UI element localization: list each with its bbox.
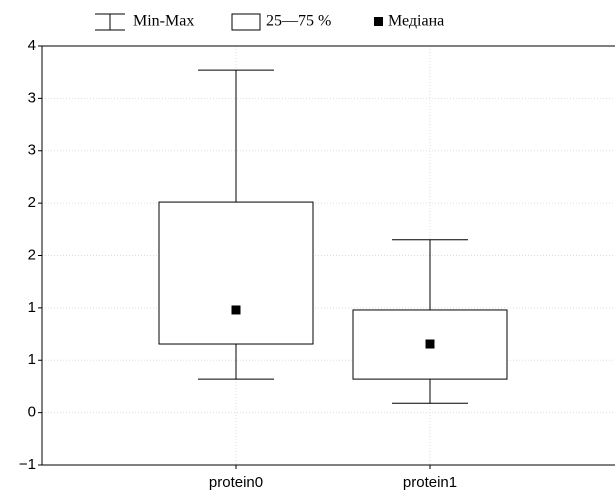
- legend-label: Медіана: [388, 13, 444, 30]
- legend: Min-Max 25—75 % Медіана: [95, 13, 444, 31]
- legend-label: 25—75 %: [266, 13, 331, 30]
- y-tick-label: 2: [28, 194, 36, 211]
- legend-median-icon: [374, 17, 383, 26]
- y-tick-label: 3: [28, 89, 36, 106]
- median: [231, 305, 241, 315]
- y-tick-label: 0: [28, 404, 36, 421]
- y-tick-label: 2: [28, 246, 36, 263]
- y-tick-label: −1: [19, 456, 36, 473]
- median: [425, 339, 435, 349]
- y-tick-label: 1: [28, 299, 36, 316]
- x-tick-label: protein1: [403, 474, 457, 491]
- y-tick-label: 4: [28, 37, 36, 54]
- y-tick-label: 3: [28, 142, 36, 159]
- legend-box-icon: [231, 13, 261, 31]
- legend-label: Min-Max: [133, 13, 194, 30]
- box: [158, 201, 314, 345]
- y-tick-label: 1: [28, 351, 36, 368]
- x-tick-label: protein0: [209, 474, 263, 491]
